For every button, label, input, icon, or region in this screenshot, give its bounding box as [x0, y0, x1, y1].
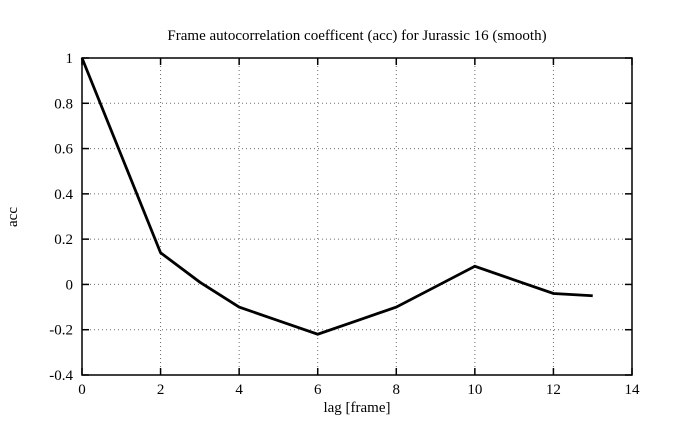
x-tick-label: 6: [314, 382, 322, 398]
acc-data-line: [80, 57, 593, 336]
x-tick-labels: 0 2 4 6 8 10 12 14: [78, 382, 640, 398]
x-axis-label: lag [frame]: [323, 400, 390, 416]
y-tick-label: -0.4: [49, 368, 73, 384]
y-tick-label: 0: [66, 277, 74, 293]
chart-title: Frame autocorrelation coefficent (acc) f…: [167, 28, 546, 44]
x-tick-label: 10: [467, 382, 482, 398]
acc-polyline: [80, 57, 593, 336]
x-tick-label: 8: [393, 382, 401, 398]
y-axis-label: acc: [5, 207, 21, 227]
y-tick-label: -0.2: [49, 323, 73, 339]
x-tick-label: 4: [235, 382, 243, 398]
y-tick-label: 0.6: [54, 142, 73, 158]
y-tick-label: 1: [66, 51, 74, 67]
x-tick-label: 12: [546, 382, 561, 398]
y-tick-labels: -0.4 -0.2 0 0.2 0.4 0.6 0.8 1: [49, 51, 73, 384]
y-tick-label: 0.8: [54, 96, 73, 112]
x-tick-label: 2: [157, 382, 165, 398]
x-tick-label: 0: [78, 382, 86, 398]
x-tick-label: 14: [625, 382, 641, 398]
plot-border: [81, 57, 633, 376]
y-tick-label: 0.2: [54, 232, 73, 248]
axis-ticks: [81, 57, 633, 376]
gridlines: [81, 57, 633, 376]
y-tick-label: 0.4: [54, 187, 73, 203]
